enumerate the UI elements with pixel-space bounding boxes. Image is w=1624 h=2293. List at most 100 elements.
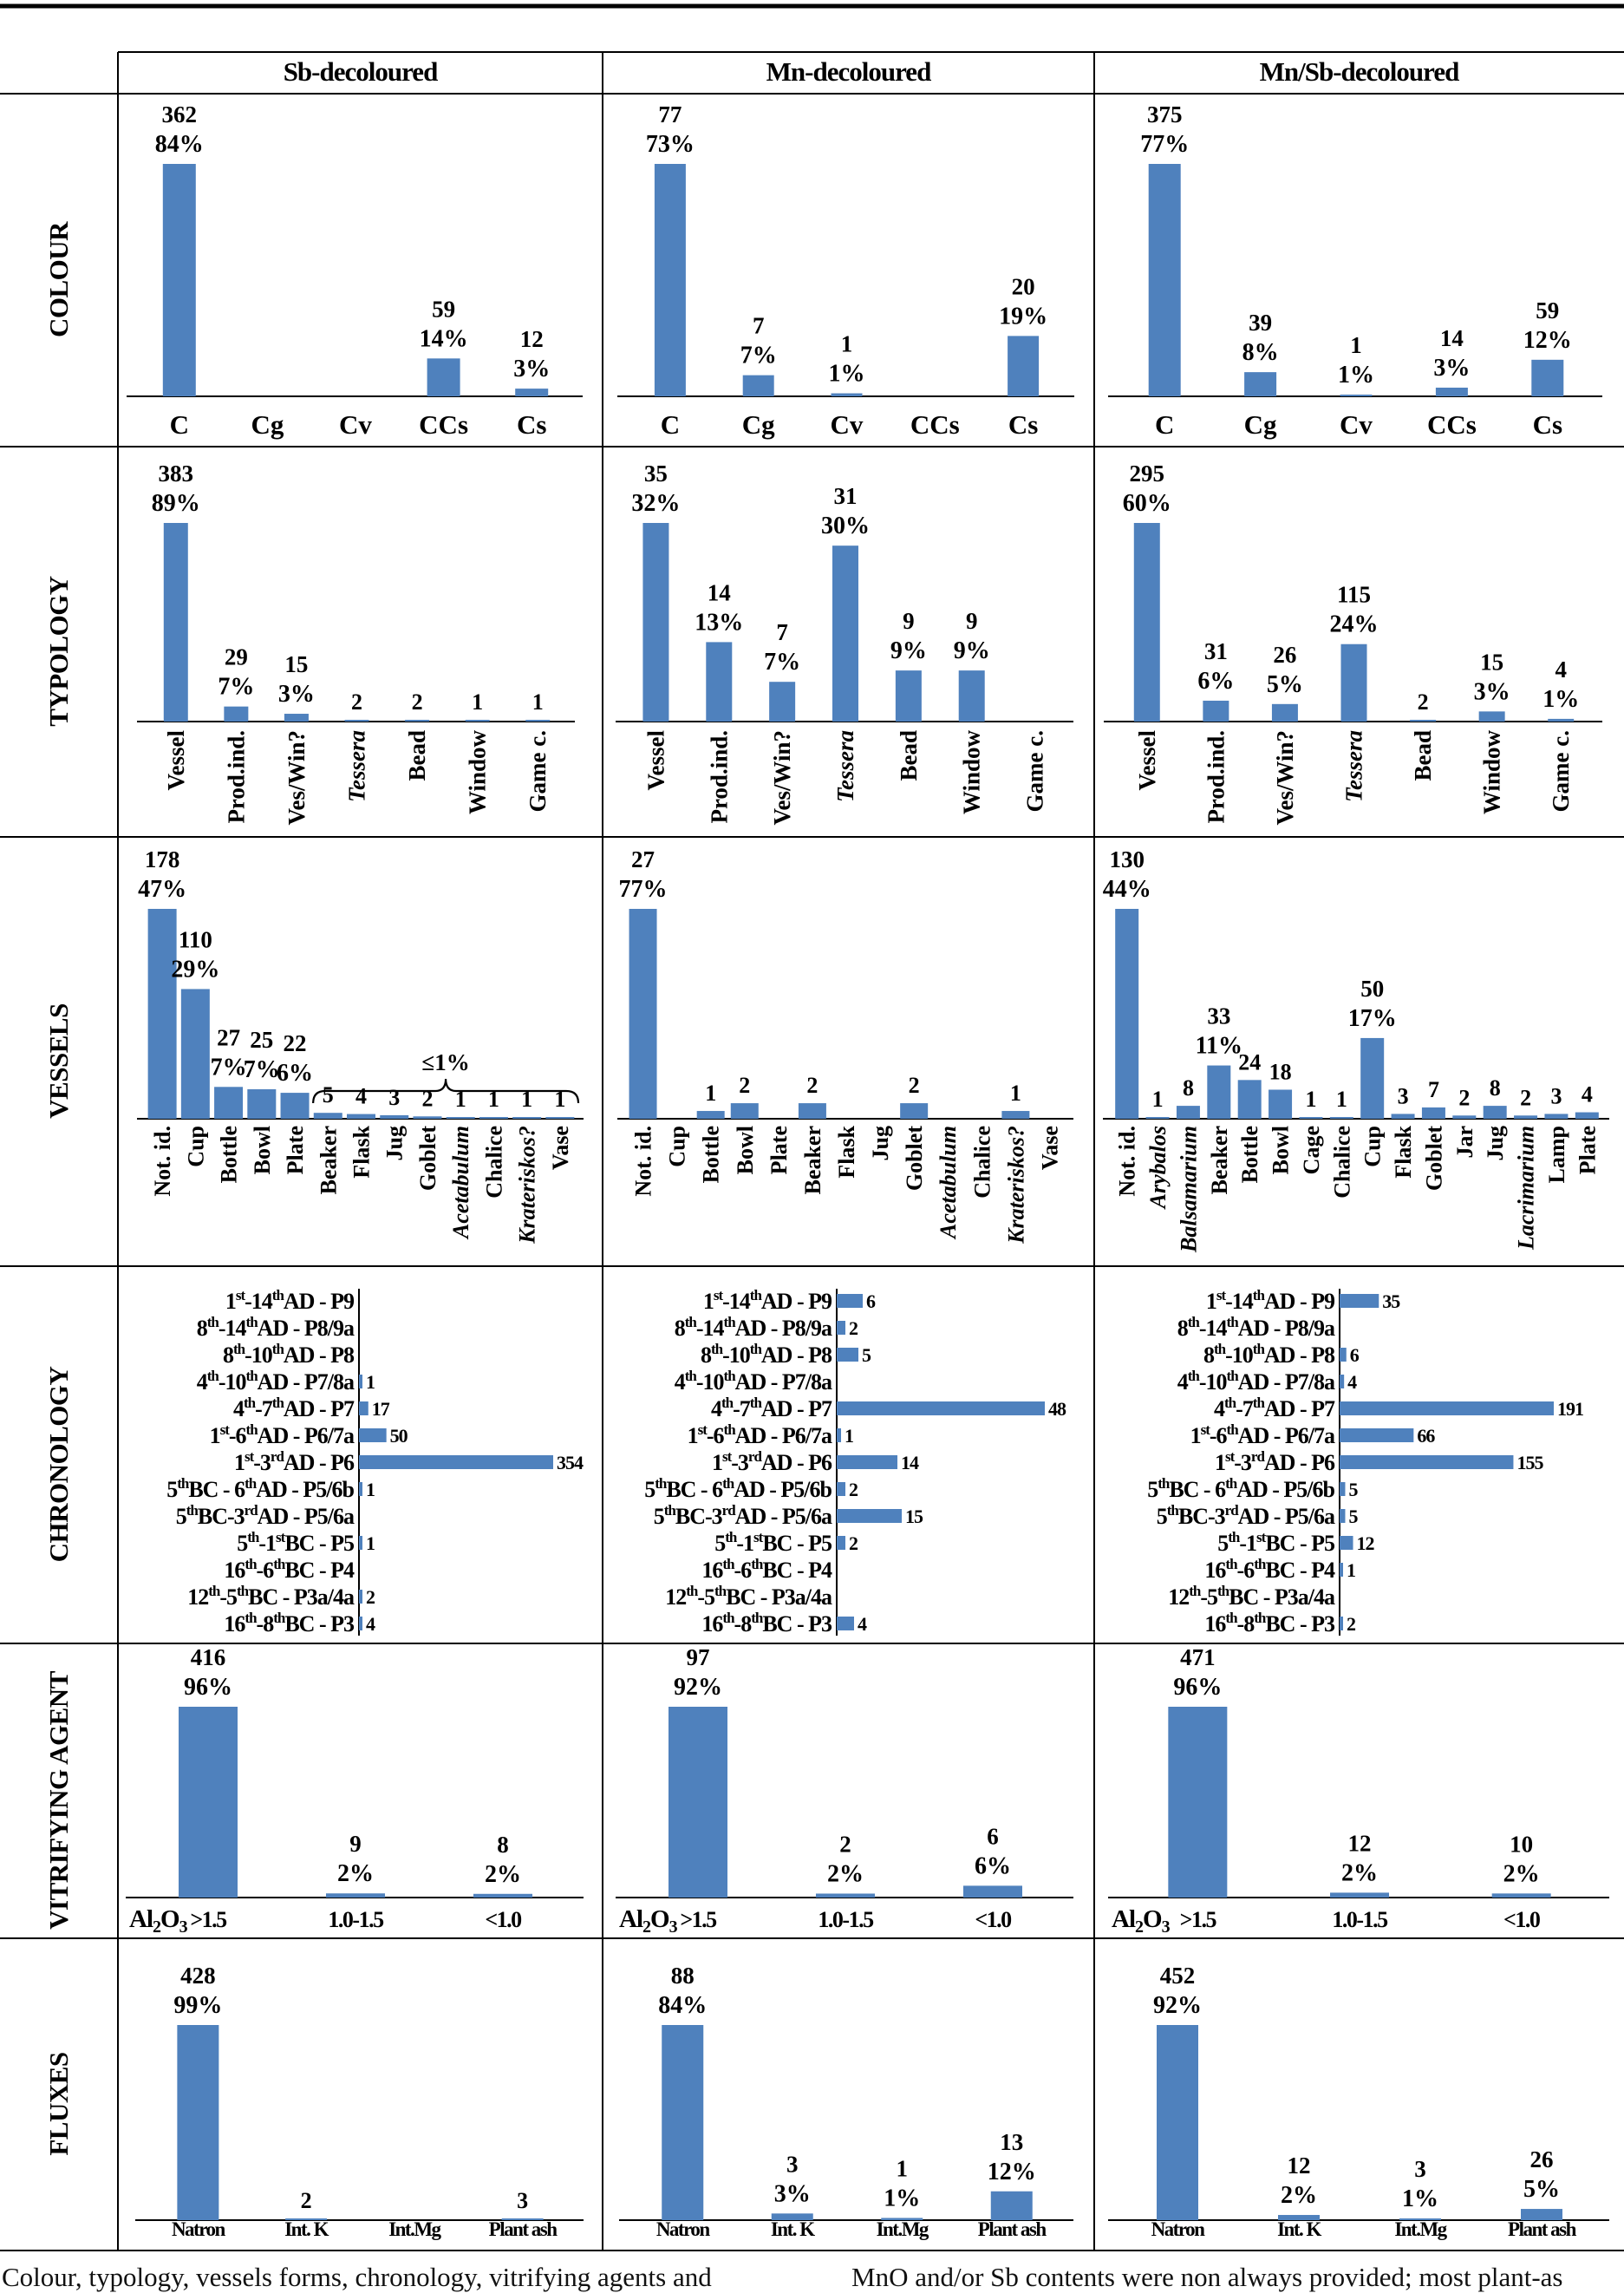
category-label-part: BC - P3 bbox=[1265, 1611, 1335, 1636]
bar bbox=[359, 1428, 387, 1442]
bar-value-label: 50 bbox=[390, 1425, 408, 1447]
bar bbox=[1340, 1348, 1347, 1362]
category-label: Lacrimarium bbox=[1514, 1126, 1539, 1251]
category-label-part: -6 bbox=[707, 1423, 725, 1448]
category-label: Plate bbox=[766, 1126, 792, 1174]
bar bbox=[284, 714, 309, 722]
category-label-part: AD - P6 bbox=[284, 1450, 355, 1475]
bar-percent-label: 7% bbox=[211, 1054, 247, 1081]
category-label-part: th bbox=[1253, 1395, 1266, 1411]
bar bbox=[1008, 336, 1040, 396]
category-label: 5th-1stBC - P5 bbox=[237, 1529, 355, 1556]
category-label: Tessera bbox=[344, 730, 370, 802]
category-label: Cv bbox=[831, 409, 864, 440]
bar-value-label: 20 bbox=[1012, 273, 1035, 299]
chart-panel: 84% 362 C Cg Cv 14% 59 CCs 3% 12 Cs bbox=[127, 101, 583, 440]
bar-percent-label: 5% bbox=[1267, 671, 1303, 698]
category-label: Cs bbox=[1008, 409, 1038, 440]
category-label-part: -10 bbox=[1225, 1342, 1254, 1368]
bar bbox=[359, 1617, 362, 1630]
category-label: Krateriskos? bbox=[1003, 1126, 1028, 1244]
bar-percent-label: 77% bbox=[619, 876, 668, 903]
bar-value-label: 1 bbox=[1010, 1081, 1021, 1106]
bar-value-label: 31 bbox=[1204, 638, 1228, 664]
bar bbox=[515, 389, 549, 396]
category-label: Cup bbox=[665, 1126, 690, 1167]
category-label-part: -14 bbox=[1199, 1316, 1228, 1341]
bar-value-label: 31 bbox=[834, 483, 858, 509]
bar bbox=[837, 1536, 845, 1550]
category-label-part: th bbox=[245, 1556, 258, 1572]
category-label-part: BC-3 bbox=[675, 1504, 723, 1529]
bar-value-label: 8 bbox=[1490, 1075, 1501, 1101]
bar-value-label: 9 bbox=[966, 608, 978, 634]
bar bbox=[501, 2218, 544, 2220]
category-label: Natron bbox=[172, 2218, 226, 2240]
category-label-part: rd bbox=[245, 1502, 259, 1519]
category-label: Cg bbox=[1244, 409, 1277, 440]
bar bbox=[730, 1103, 759, 1119]
category-label-part: 5 bbox=[1157, 1504, 1168, 1529]
category-label-part: AD - P5/6a bbox=[258, 1504, 355, 1529]
category-label-part: -7 bbox=[733, 1396, 751, 1421]
category-label-part: st bbox=[236, 1287, 246, 1303]
category-label: 5th-1stBC - P5 bbox=[714, 1529, 832, 1556]
bar bbox=[662, 2025, 704, 2220]
bar bbox=[163, 523, 188, 722]
category-label: <1.0 bbox=[1503, 1907, 1541, 1932]
bar-value-label: 4 bbox=[858, 1613, 867, 1635]
category-label: Not. id. bbox=[631, 1126, 656, 1197]
category-label: Goblet bbox=[415, 1126, 440, 1191]
bar-value-label: 2 bbox=[421, 1086, 433, 1111]
bar bbox=[1521, 2209, 1562, 2220]
bar bbox=[313, 1113, 342, 1119]
bar-value-label: 2 bbox=[806, 1073, 818, 1098]
category-label-part: th bbox=[724, 1421, 737, 1438]
bar-percent-label: 13% bbox=[695, 609, 743, 636]
bar-value-label: 6 bbox=[866, 1290, 876, 1312]
bar bbox=[963, 1885, 1022, 1898]
bar bbox=[465, 720, 490, 722]
bar bbox=[1278, 2215, 1320, 2220]
category-label-part: th bbox=[272, 1341, 285, 1357]
category-label-part: th bbox=[724, 1314, 737, 1330]
bar bbox=[1157, 2025, 1198, 2220]
category-label: Cg bbox=[251, 409, 284, 440]
category-label: 4th-7thAD - P7 bbox=[711, 1395, 832, 1421]
category-label-part: AD - P6 bbox=[761, 1450, 832, 1475]
category-label-part: -8 bbox=[257, 1611, 275, 1636]
bar bbox=[629, 909, 657, 1119]
category-label: 5thBC-3rdAD - P5/6a bbox=[654, 1502, 832, 1529]
bar bbox=[1145, 1117, 1170, 1119]
bar-percent-label: 1% bbox=[1542, 686, 1579, 713]
bar bbox=[1340, 1563, 1343, 1577]
category-label: 8th-14thAD - P8/9a bbox=[675, 1314, 832, 1341]
bar bbox=[1329, 1117, 1353, 1119]
category-label: Vase bbox=[1037, 1126, 1062, 1170]
bar-percent-label: 3% bbox=[278, 681, 315, 708]
bar-value-label: 24 bbox=[1238, 1049, 1261, 1075]
bar-value-label: 27 bbox=[631, 846, 655, 872]
category-label-part: BC - P3a/4a bbox=[1229, 1584, 1335, 1610]
bar bbox=[285, 2218, 328, 2220]
bar-percent-label: 9% bbox=[890, 637, 927, 664]
category-label-part: 5 bbox=[176, 1504, 187, 1529]
bar bbox=[900, 1103, 929, 1119]
category-label: 12th-5thBC - P3a/4a bbox=[1168, 1583, 1335, 1610]
bar bbox=[696, 1111, 725, 1119]
category-label-part: th bbox=[1227, 1421, 1240, 1438]
bar-value-label: 35 bbox=[644, 461, 668, 487]
category-label: Beaker bbox=[800, 1126, 825, 1194]
category-label-part: th bbox=[1224, 1395, 1237, 1411]
bar-value-label: 26 bbox=[1273, 642, 1296, 668]
bar-value-label: 33 bbox=[1207, 1003, 1230, 1029]
category-label-part: th bbox=[1217, 1583, 1230, 1599]
category-label-part: -5 bbox=[1200, 1584, 1218, 1610]
category-label-part: AD - P7/8a bbox=[735, 1369, 832, 1395]
category-label: Arybalos bbox=[1145, 1126, 1171, 1210]
category-label: 4th-7thAD - P7 bbox=[1214, 1395, 1335, 1421]
bar bbox=[1340, 1401, 1554, 1415]
bar bbox=[413, 1116, 442, 1119]
category-label-part: BC - P4 bbox=[1265, 1558, 1335, 1583]
